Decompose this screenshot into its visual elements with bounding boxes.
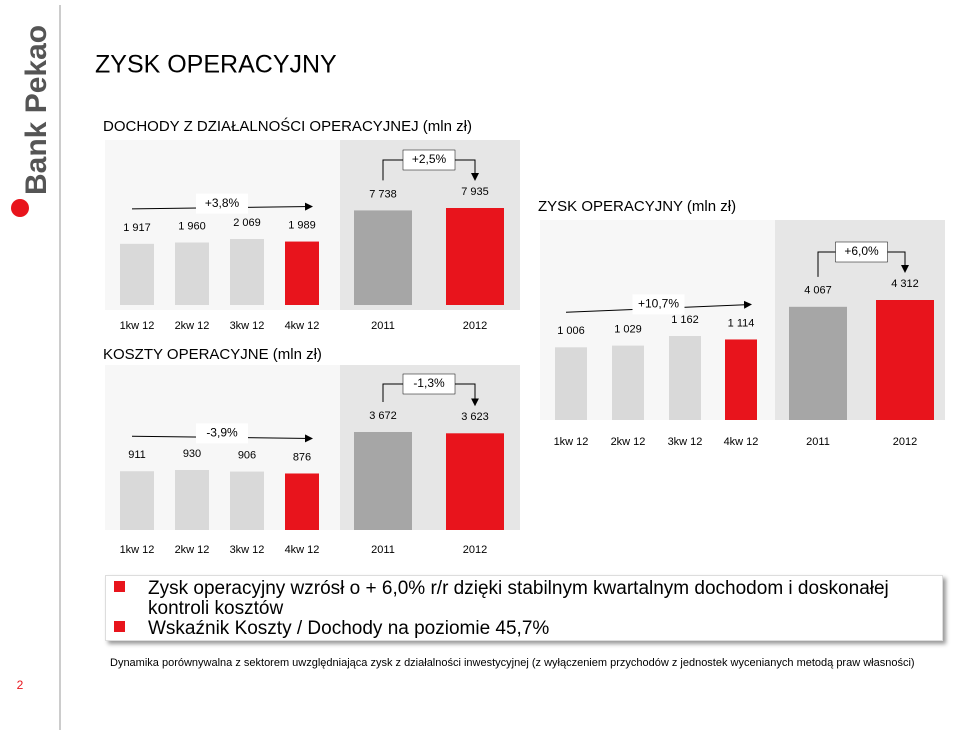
value-label: 2 069 [233,217,261,229]
value-label: 906 [238,449,256,461]
value-label: 1 114 [728,317,755,329]
annotation-box [402,149,456,171]
x-tick-label: 2kw 12 [175,320,210,332]
value-label: 4 312 [891,278,919,290]
value-label: 4 067 [804,285,832,297]
bar [354,432,412,530]
annotation-box [835,241,888,263]
annotation: +6,0% [844,244,879,258]
x-tick-label: 2012 [893,436,917,448]
bullet-marker [114,581,125,592]
x-tick-label: 4kw 12 [285,544,320,556]
value-label: 1 989 [288,219,316,231]
x-tick-label: 2012 [463,544,487,556]
value-label: 1 029 [614,324,642,336]
value-label: 930 [183,448,201,460]
value-label: 876 [293,451,311,463]
bar [612,345,644,420]
bar [555,347,587,420]
x-tick-label: 2kw 12 [611,436,646,448]
bar [876,300,934,420]
chart-title: DOCHODY Z DZIAŁALNOŚCI OPERACYJNEJ (mln … [103,117,472,135]
value-label: 911 [128,449,146,461]
value-label: 1 006 [557,325,585,337]
logo: Bank Pekao [20,25,53,195]
bar [230,471,264,530]
bar [725,339,757,420]
bullet-box: Zysk operacyjny wzrósł o + 6,0% r/r dzię… [105,575,943,641]
bar [120,243,154,305]
value-label: 7 738 [369,188,397,200]
x-tick-label: 4kw 12 [285,320,320,332]
annotation-box [402,373,456,395]
x-tick-label: 2kw 12 [175,544,210,556]
bar [175,242,209,305]
x-tick-label: 2011 [371,544,395,556]
x-tick-label: 2012 [463,320,487,332]
bar [354,210,412,305]
bar [446,208,504,305]
annotation: -1,3% [413,376,445,390]
value-label: 1 917 [123,222,151,234]
x-tick-label: 1kw 12 [120,544,155,556]
chart-title: ZYSK OPERACYJNY (mln zł) [538,198,736,215]
bullet-marker [114,621,125,632]
bar [789,306,847,420]
x-tick-label: 1kw 12 [554,436,589,448]
annotation: +2,5% [412,152,447,166]
x-tick-label: 2011 [371,320,395,332]
logo-mark [11,199,29,217]
value-label: 7 935 [461,186,489,198]
annotation-box [196,193,248,214]
annotation-box [196,423,248,444]
bar [285,473,319,530]
value-label: 3 672 [369,410,397,422]
chart-title: KOSZTY OPERACYJNE (mln zł) [103,346,322,363]
annotation: +10,7% [638,297,679,311]
bullet: Wskaźnik Koszty / Dochody na poziomie 45… [148,618,550,639]
bar [669,336,701,420]
page-number: 2 [17,678,24,692]
annotation-box [632,294,685,315]
value-label: 3 623 [461,411,489,423]
bar [120,471,154,530]
bar [285,241,319,305]
value-label: 1 162 [671,314,699,326]
x-tick-label: 1kw 12 [120,320,155,332]
bar [446,433,504,530]
x-tick-label: 3kw 12 [230,320,265,332]
bar [175,470,209,530]
bar [230,239,264,305]
x-tick-label: 4kw 12 [724,436,759,448]
x-tick-label: 3kw 12 [668,436,703,448]
slide-title: ZYSK OPERACYJNY [95,51,337,79]
annotation: +3,8% [205,196,240,210]
x-tick-label: 2011 [806,436,830,448]
annotation: -3,9% [206,426,238,440]
bullet: Zysk operacyjny wzrósł o + 6,0% r/r dzię… [148,578,889,619]
footnote: Dynamika porównywalna z sektorem uwzględ… [110,657,915,669]
x-tick-label: 3kw 12 [230,544,265,556]
value-label: 1 960 [178,220,206,232]
